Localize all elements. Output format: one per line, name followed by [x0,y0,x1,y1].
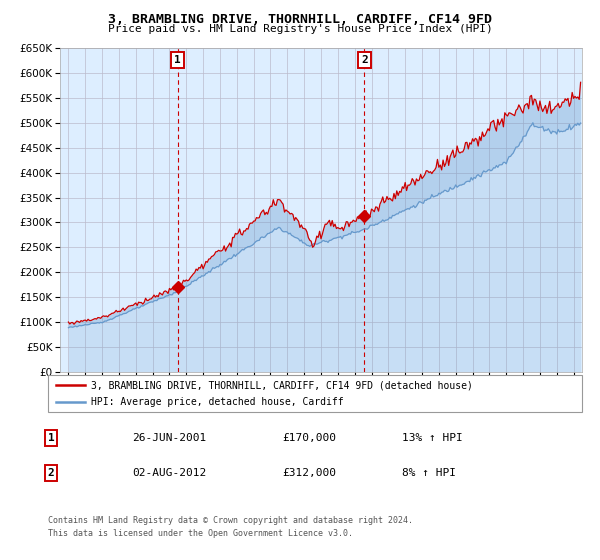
Text: 3, BRAMBLING DRIVE, THORNHILL, CARDIFF, CF14 9FD: 3, BRAMBLING DRIVE, THORNHILL, CARDIFF, … [108,13,492,26]
Text: Price paid vs. HM Land Registry's House Price Index (HPI): Price paid vs. HM Land Registry's House … [107,24,493,34]
Text: 1: 1 [175,55,181,65]
Text: 3, BRAMBLING DRIVE, THORNHILL, CARDIFF, CF14 9FD (detached house): 3, BRAMBLING DRIVE, THORNHILL, CARDIFF, … [91,380,473,390]
Text: HPI: Average price, detached house, Cardiff: HPI: Average price, detached house, Card… [91,397,343,407]
Text: £170,000: £170,000 [282,433,336,443]
Text: This data is licensed under the Open Government Licence v3.0.: This data is licensed under the Open Gov… [48,529,353,538]
Text: 26-JUN-2001: 26-JUN-2001 [132,433,206,443]
Text: 13% ↑ HPI: 13% ↑ HPI [402,433,463,443]
Text: £312,000: £312,000 [282,468,336,478]
Text: Contains HM Land Registry data © Crown copyright and database right 2024.: Contains HM Land Registry data © Crown c… [48,516,413,525]
Text: 1: 1 [47,433,55,443]
Text: 2: 2 [47,468,55,478]
Text: 8% ↑ HPI: 8% ↑ HPI [402,468,456,478]
Text: 2: 2 [361,55,368,65]
Text: 02-AUG-2012: 02-AUG-2012 [132,468,206,478]
FancyBboxPatch shape [48,375,582,412]
